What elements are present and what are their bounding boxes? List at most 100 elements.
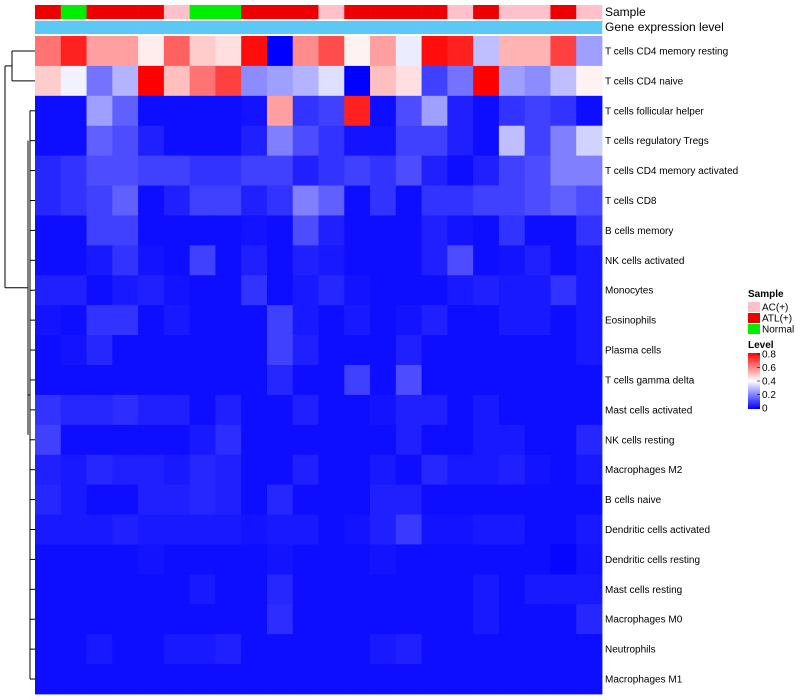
heatmap-cell — [473, 155, 500, 186]
heatmap-cell — [473, 305, 500, 336]
heatmap-cell — [344, 365, 371, 396]
heatmap-cell — [447, 604, 474, 635]
heatmap-cell — [215, 125, 242, 157]
heatmap-cell — [138, 305, 165, 336]
legend-sample-label: ATL(+) — [762, 314, 792, 325]
heatmap-cell — [370, 604, 397, 635]
heatmap-cell — [189, 245, 216, 276]
heatmap-cell — [60, 664, 87, 695]
heatmap-cell — [292, 245, 319, 276]
heatmap-cell — [524, 664, 551, 695]
heatmap-cell — [292, 65, 319, 97]
heatmap-cell — [395, 514, 422, 545]
heatmap-cell — [112, 36, 139, 67]
gene-expression-annotation-cell — [395, 19, 422, 34]
heatmap-cell — [576, 424, 603, 456]
heatmap-cell — [292, 275, 319, 306]
heatmap-cell — [447, 664, 474, 695]
heatmap-cell — [241, 65, 268, 97]
heatmap-cell — [292, 544, 319, 575]
heatmap-cell — [550, 65, 577, 97]
heatmap-cell — [189, 215, 216, 246]
heatmap-cell — [60, 604, 87, 635]
row-label: NK cells resting — [605, 435, 674, 446]
heatmap-cell — [266, 155, 294, 186]
heatmap-cell — [370, 305, 397, 336]
heatmap-cell — [215, 215, 242, 246]
heatmap-cell — [241, 514, 268, 545]
heatmap-cell — [370, 664, 397, 695]
heatmap-cell — [550, 454, 577, 486]
heatmap-cell — [241, 634, 268, 665]
heatmap-cell — [138, 544, 165, 575]
heatmap-cell — [241, 305, 268, 336]
heatmap-cell — [447, 65, 474, 97]
legend-level-tick-label: 0.8 — [762, 350, 776, 361]
heatmap-cell — [421, 514, 448, 545]
heatmap-cell — [35, 574, 62, 605]
heatmap-cell — [318, 544, 345, 575]
heatmap-cell — [112, 514, 139, 545]
heatmap-cell — [215, 574, 242, 605]
heatmap-cell — [292, 634, 319, 665]
heatmap-cell — [241, 36, 268, 67]
heatmap-cell — [215, 305, 242, 336]
heatmap-cell — [370, 514, 397, 545]
heatmap-cell — [498, 604, 526, 635]
row-label: Monocytes — [605, 286, 653, 297]
heatmap-cell — [395, 275, 422, 306]
heatmap-cell — [498, 245, 526, 276]
heatmap-cell — [550, 335, 577, 366]
heatmap-cell — [447, 215, 474, 246]
heatmap-cell — [189, 604, 216, 635]
heatmap-cell — [35, 65, 62, 97]
sample-annotation-cell — [370, 5, 397, 19]
heatmap-cell — [447, 574, 474, 605]
heatmap-cell — [318, 185, 345, 216]
heatmap-cell — [35, 245, 62, 276]
heatmap-cell — [163, 484, 191, 515]
sample-annotation-cell — [35, 5, 62, 19]
heatmap-cell — [498, 305, 526, 336]
heatmap-cell — [163, 125, 191, 157]
heatmap-cell — [86, 125, 113, 157]
heatmap-cell — [447, 424, 474, 456]
heatmap-cell — [550, 275, 577, 306]
heatmap-cell — [163, 335, 191, 366]
heatmap-cell — [395, 36, 422, 67]
heatmap-cell — [189, 155, 216, 186]
heatmap-cell — [35, 185, 62, 216]
heatmap-cell — [112, 604, 139, 635]
row-label: Plasma cells — [605, 346, 661, 357]
heatmap-cell — [86, 36, 113, 67]
heatmap-cell — [266, 215, 294, 246]
heatmap-cell — [292, 36, 319, 67]
heatmap-cell — [241, 484, 268, 515]
heatmap-cell — [292, 125, 319, 157]
heatmap-cell — [86, 544, 113, 575]
heatmap-cell — [447, 275, 474, 306]
heatmap-cell — [447, 514, 474, 545]
heatmap-cell — [524, 484, 551, 515]
heatmap-cell — [370, 365, 397, 396]
heatmap-cell — [576, 335, 603, 366]
heatmap-cell — [60, 365, 87, 396]
heatmap-cell — [395, 155, 422, 186]
heatmap-cell — [35, 514, 62, 545]
heatmap-cell — [576, 36, 603, 67]
heatmap-cell — [189, 95, 216, 127]
heatmap-cell — [266, 275, 294, 306]
heatmap-cell — [189, 394, 216, 426]
heatmap-cell — [421, 394, 448, 426]
heatmap-cell — [344, 634, 371, 665]
heatmap-cell — [473, 215, 500, 246]
heatmap-cell — [473, 574, 500, 605]
gene-expression-annotation-cell — [344, 19, 371, 34]
heatmap-cell — [473, 634, 500, 665]
row-label: Macrophages M1 — [605, 675, 683, 686]
heatmap-cell — [318, 275, 345, 306]
sample-annotation-cell — [344, 5, 371, 19]
heatmap-cell — [35, 125, 62, 157]
heatmap-cell — [524, 95, 551, 127]
heatmap-cell — [60, 335, 87, 366]
